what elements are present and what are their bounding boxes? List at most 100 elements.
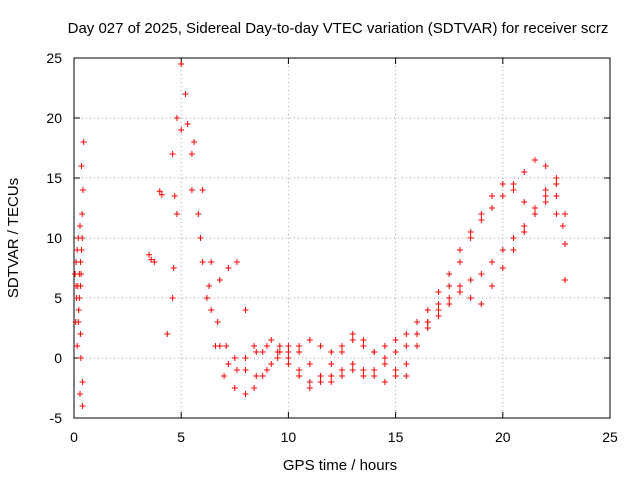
data-point bbox=[259, 349, 266, 355]
data-point bbox=[306, 337, 313, 343]
data-point bbox=[339, 343, 345, 349]
data-point bbox=[242, 355, 249, 361]
data-point bbox=[553, 211, 560, 217]
data-point bbox=[251, 385, 258, 391]
data-point bbox=[317, 379, 324, 385]
data-point bbox=[173, 211, 180, 217]
data-point bbox=[499, 265, 506, 271]
data-point bbox=[214, 319, 221, 325]
data-point bbox=[233, 367, 240, 373]
x-tick-label: 25 bbox=[602, 429, 618, 445]
data-point bbox=[296, 349, 303, 355]
data-point bbox=[77, 355, 84, 361]
chart-title: Day 027 of 2025, Sidereal Day-to-day VTE… bbox=[68, 20, 609, 37]
data-point bbox=[510, 187, 517, 193]
data-point bbox=[446, 283, 453, 289]
data-point bbox=[371, 373, 378, 379]
data-point bbox=[510, 247, 517, 253]
series-isolated bbox=[146, 188, 180, 337]
series-track-d bbox=[199, 181, 568, 391]
data-point bbox=[263, 367, 270, 373]
data-point bbox=[178, 61, 185, 67]
data-point bbox=[489, 259, 496, 265]
data-point bbox=[231, 355, 238, 361]
x-tick-label: 5 bbox=[177, 429, 185, 445]
data-point bbox=[561, 211, 568, 217]
data-point bbox=[531, 205, 538, 211]
data-point bbox=[216, 343, 223, 349]
data-point bbox=[435, 307, 442, 313]
series-track-b bbox=[178, 121, 568, 385]
data-point bbox=[77, 391, 84, 397]
data-point bbox=[559, 223, 566, 229]
data-point bbox=[349, 361, 356, 367]
data-point bbox=[435, 313, 442, 319]
data-point bbox=[221, 373, 228, 379]
data-point bbox=[259, 373, 266, 379]
data-point bbox=[392, 373, 399, 379]
series-track-c bbox=[188, 187, 568, 379]
data-point bbox=[553, 193, 560, 199]
y-tick-label: 15 bbox=[46, 170, 62, 186]
data-point bbox=[414, 343, 421, 349]
data-point bbox=[349, 367, 356, 373]
data-point bbox=[171, 193, 178, 199]
y-tick-labels: -5 0 5 10 15 20 25 bbox=[46, 50, 62, 426]
data-point bbox=[203, 295, 210, 301]
data-point bbox=[478, 217, 485, 223]
data-point bbox=[521, 169, 528, 175]
data-point bbox=[328, 379, 335, 385]
data-point bbox=[77, 259, 84, 265]
data-point bbox=[80, 139, 87, 145]
data-point bbox=[339, 373, 345, 379]
data-point bbox=[328, 361, 335, 367]
y-axis-label: SDTVAR / TECUs bbox=[5, 178, 22, 298]
data-point bbox=[456, 247, 463, 253]
data-point bbox=[553, 181, 560, 187]
data-point bbox=[414, 319, 421, 325]
data-point bbox=[489, 193, 496, 199]
y-tick-label: -5 bbox=[50, 410, 63, 426]
data-point bbox=[446, 301, 453, 307]
data-point bbox=[191, 139, 198, 145]
data-point bbox=[158, 191, 165, 198]
data-point bbox=[328, 373, 335, 379]
data-point bbox=[173, 115, 180, 121]
data-point bbox=[510, 181, 517, 187]
data-point bbox=[188, 151, 195, 157]
data-point bbox=[231, 385, 238, 391]
data-point bbox=[446, 271, 453, 277]
data-points bbox=[72, 61, 568, 409]
data-point bbox=[371, 349, 378, 355]
x-axis-label: GPS time / hours bbox=[283, 457, 397, 474]
data-point bbox=[225, 265, 232, 271]
data-point bbox=[197, 235, 204, 241]
data-point bbox=[467, 235, 474, 241]
data-point bbox=[253, 349, 260, 355]
data-point bbox=[263, 343, 270, 349]
data-point bbox=[148, 256, 155, 263]
data-point bbox=[75, 319, 82, 325]
data-point bbox=[306, 361, 313, 367]
data-point bbox=[456, 259, 463, 265]
data-point bbox=[403, 373, 410, 379]
data-point bbox=[77, 331, 84, 337]
data-point bbox=[467, 295, 474, 301]
series-track-a bbox=[169, 61, 566, 397]
data-point bbox=[79, 379, 86, 385]
data-point bbox=[233, 259, 240, 265]
data-point bbox=[467, 229, 474, 235]
data-point bbox=[456, 283, 463, 289]
data-point bbox=[253, 373, 260, 379]
data-point bbox=[206, 283, 213, 289]
x-tick-label: 0 bbox=[70, 429, 78, 445]
data-point bbox=[403, 361, 410, 367]
data-point bbox=[478, 271, 485, 277]
data-point bbox=[78, 247, 85, 253]
data-point bbox=[446, 295, 453, 301]
data-point bbox=[521, 229, 528, 235]
data-point bbox=[392, 367, 399, 373]
data-point bbox=[242, 367, 249, 373]
data-point bbox=[268, 337, 275, 343]
